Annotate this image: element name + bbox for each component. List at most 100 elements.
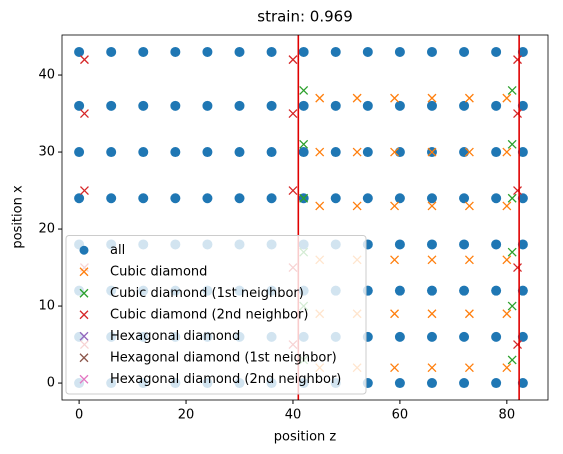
point: [426, 239, 437, 250]
point: [459, 239, 470, 250]
point: [106, 147, 117, 158]
point: [502, 255, 512, 265]
point: [517, 239, 528, 250]
point: [202, 46, 213, 57]
point: [299, 85, 309, 95]
point: [74, 46, 85, 57]
point: [459, 193, 470, 204]
legend-marker: [79, 353, 89, 363]
point: [491, 193, 502, 204]
chart-title: strain: 0.969: [257, 8, 353, 26]
legend-marker: [79, 331, 89, 341]
point: [394, 147, 405, 158]
y-tick-label: 10: [38, 299, 55, 314]
point: [513, 55, 522, 65]
point: [74, 100, 85, 111]
point: [394, 239, 405, 250]
point: [507, 85, 517, 95]
point: [352, 147, 362, 157]
x-tick-label: 0: [75, 408, 83, 423]
point: [299, 139, 309, 149]
point: [266, 100, 277, 111]
point: [202, 147, 213, 158]
point: [491, 100, 502, 111]
point: [464, 93, 474, 103]
point: [138, 100, 149, 111]
y-tick-label: 20: [38, 222, 55, 237]
point: [202, 193, 213, 204]
point: [266, 193, 277, 204]
point: [427, 309, 437, 319]
point: [464, 255, 474, 265]
point: [426, 378, 437, 389]
point: [502, 363, 512, 373]
point: [517, 378, 528, 389]
point: [491, 378, 502, 389]
point: [352, 93, 362, 103]
point: [362, 46, 373, 57]
point: [390, 93, 400, 103]
legend-box: [65, 235, 367, 395]
point: [79, 109, 89, 119]
point: [459, 100, 470, 111]
point: [390, 255, 400, 265]
x-axis-label: position z: [274, 430, 337, 445]
point: [394, 378, 405, 389]
point: [106, 46, 117, 57]
point: [394, 285, 405, 296]
legend-marker: [79, 288, 89, 298]
point: [390, 147, 400, 157]
point: [517, 285, 528, 296]
point: [138, 147, 149, 158]
point: [106, 100, 117, 111]
point: [502, 147, 512, 157]
point: [513, 186, 522, 196]
point: [513, 340, 522, 350]
legend-label: Hexagonal diamond (2nd neighbor): [110, 372, 341, 387]
point: [426, 100, 437, 111]
point: [79, 55, 89, 65]
point: [491, 331, 502, 342]
legend-label: all: [110, 243, 125, 258]
point: [315, 93, 325, 103]
point: [394, 100, 405, 111]
point: [234, 46, 245, 57]
point: [517, 100, 528, 111]
x-tick-label: 60: [392, 408, 409, 423]
point: [459, 331, 470, 342]
point: [390, 363, 400, 373]
point: [426, 46, 437, 57]
point: [513, 263, 522, 273]
point: [394, 193, 405, 204]
point: [427, 201, 437, 211]
point: [330, 46, 341, 57]
point: [491, 285, 502, 296]
point: [288, 55, 298, 65]
point: [352, 201, 362, 211]
point: [517, 331, 528, 342]
legend-label: Cubic diamond: [110, 264, 207, 279]
legend-marker: [79, 245, 89, 255]
point: [315, 201, 325, 211]
point: [507, 247, 517, 257]
point: [502, 93, 512, 103]
point: [459, 378, 470, 389]
legend-marker: [79, 374, 89, 384]
y-tick-label: 30: [38, 145, 55, 160]
point: [394, 46, 405, 57]
point: [513, 109, 522, 119]
point: [170, 147, 181, 158]
point: [390, 309, 400, 319]
point: [362, 147, 373, 158]
y-tick-label: 40: [38, 68, 55, 83]
point: [79, 186, 89, 196]
point: [315, 147, 325, 157]
point: [517, 147, 528, 158]
legend-label: Cubic diamond (1st neighbor): [110, 286, 304, 301]
point: [427, 255, 437, 265]
point: [266, 46, 277, 57]
point: [266, 147, 277, 158]
point: [298, 147, 309, 158]
point: [427, 363, 437, 373]
x-tick-label: 20: [178, 408, 195, 423]
